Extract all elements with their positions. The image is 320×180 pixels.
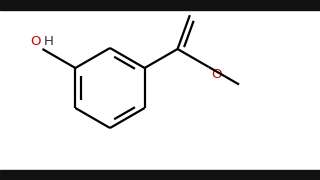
Bar	[0, 0, 320, 10]
Text: O: O	[30, 35, 40, 48]
Text: H: H	[44, 35, 53, 48]
Text: O: O	[194, 1, 204, 14]
Bar	[0, 170, 320, 180]
Text: O: O	[212, 68, 222, 81]
